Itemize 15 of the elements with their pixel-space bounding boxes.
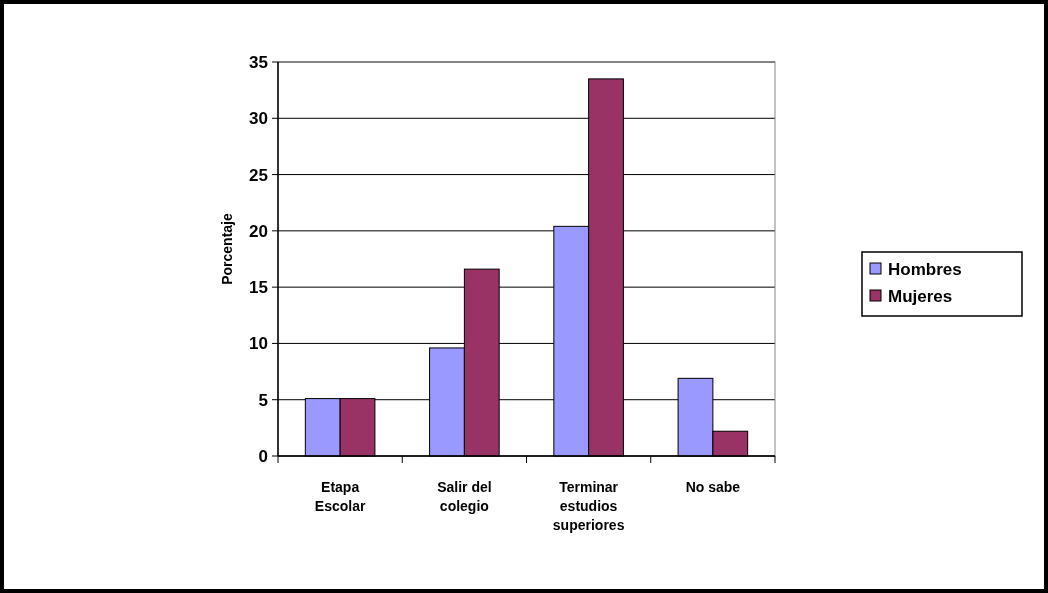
y-tick-label: 5 [258, 390, 268, 410]
y-axis-title: Porcentaje [219, 213, 235, 285]
y-tick-label: 25 [249, 165, 268, 185]
y-tick-label: 0 [258, 446, 268, 466]
y-tick-label: 15 [249, 278, 268, 298]
y-tick-label: 20 [249, 221, 268, 241]
legend-label: Mujeres [888, 286, 953, 306]
x-tick-label: Terminar estudios superiores [552, 479, 625, 533]
x-tick-label: Etapa Escolar [314, 479, 366, 514]
y-tick-label: 30 [249, 109, 268, 129]
y-tick-label: 35 [249, 52, 268, 72]
legend-label: Hombres [888, 259, 962, 279]
x-tick-label: Salir del colegio [437, 479, 492, 514]
y-tick-label: 10 [249, 334, 268, 354]
x-tick-label: No sabe [685, 479, 741, 495]
